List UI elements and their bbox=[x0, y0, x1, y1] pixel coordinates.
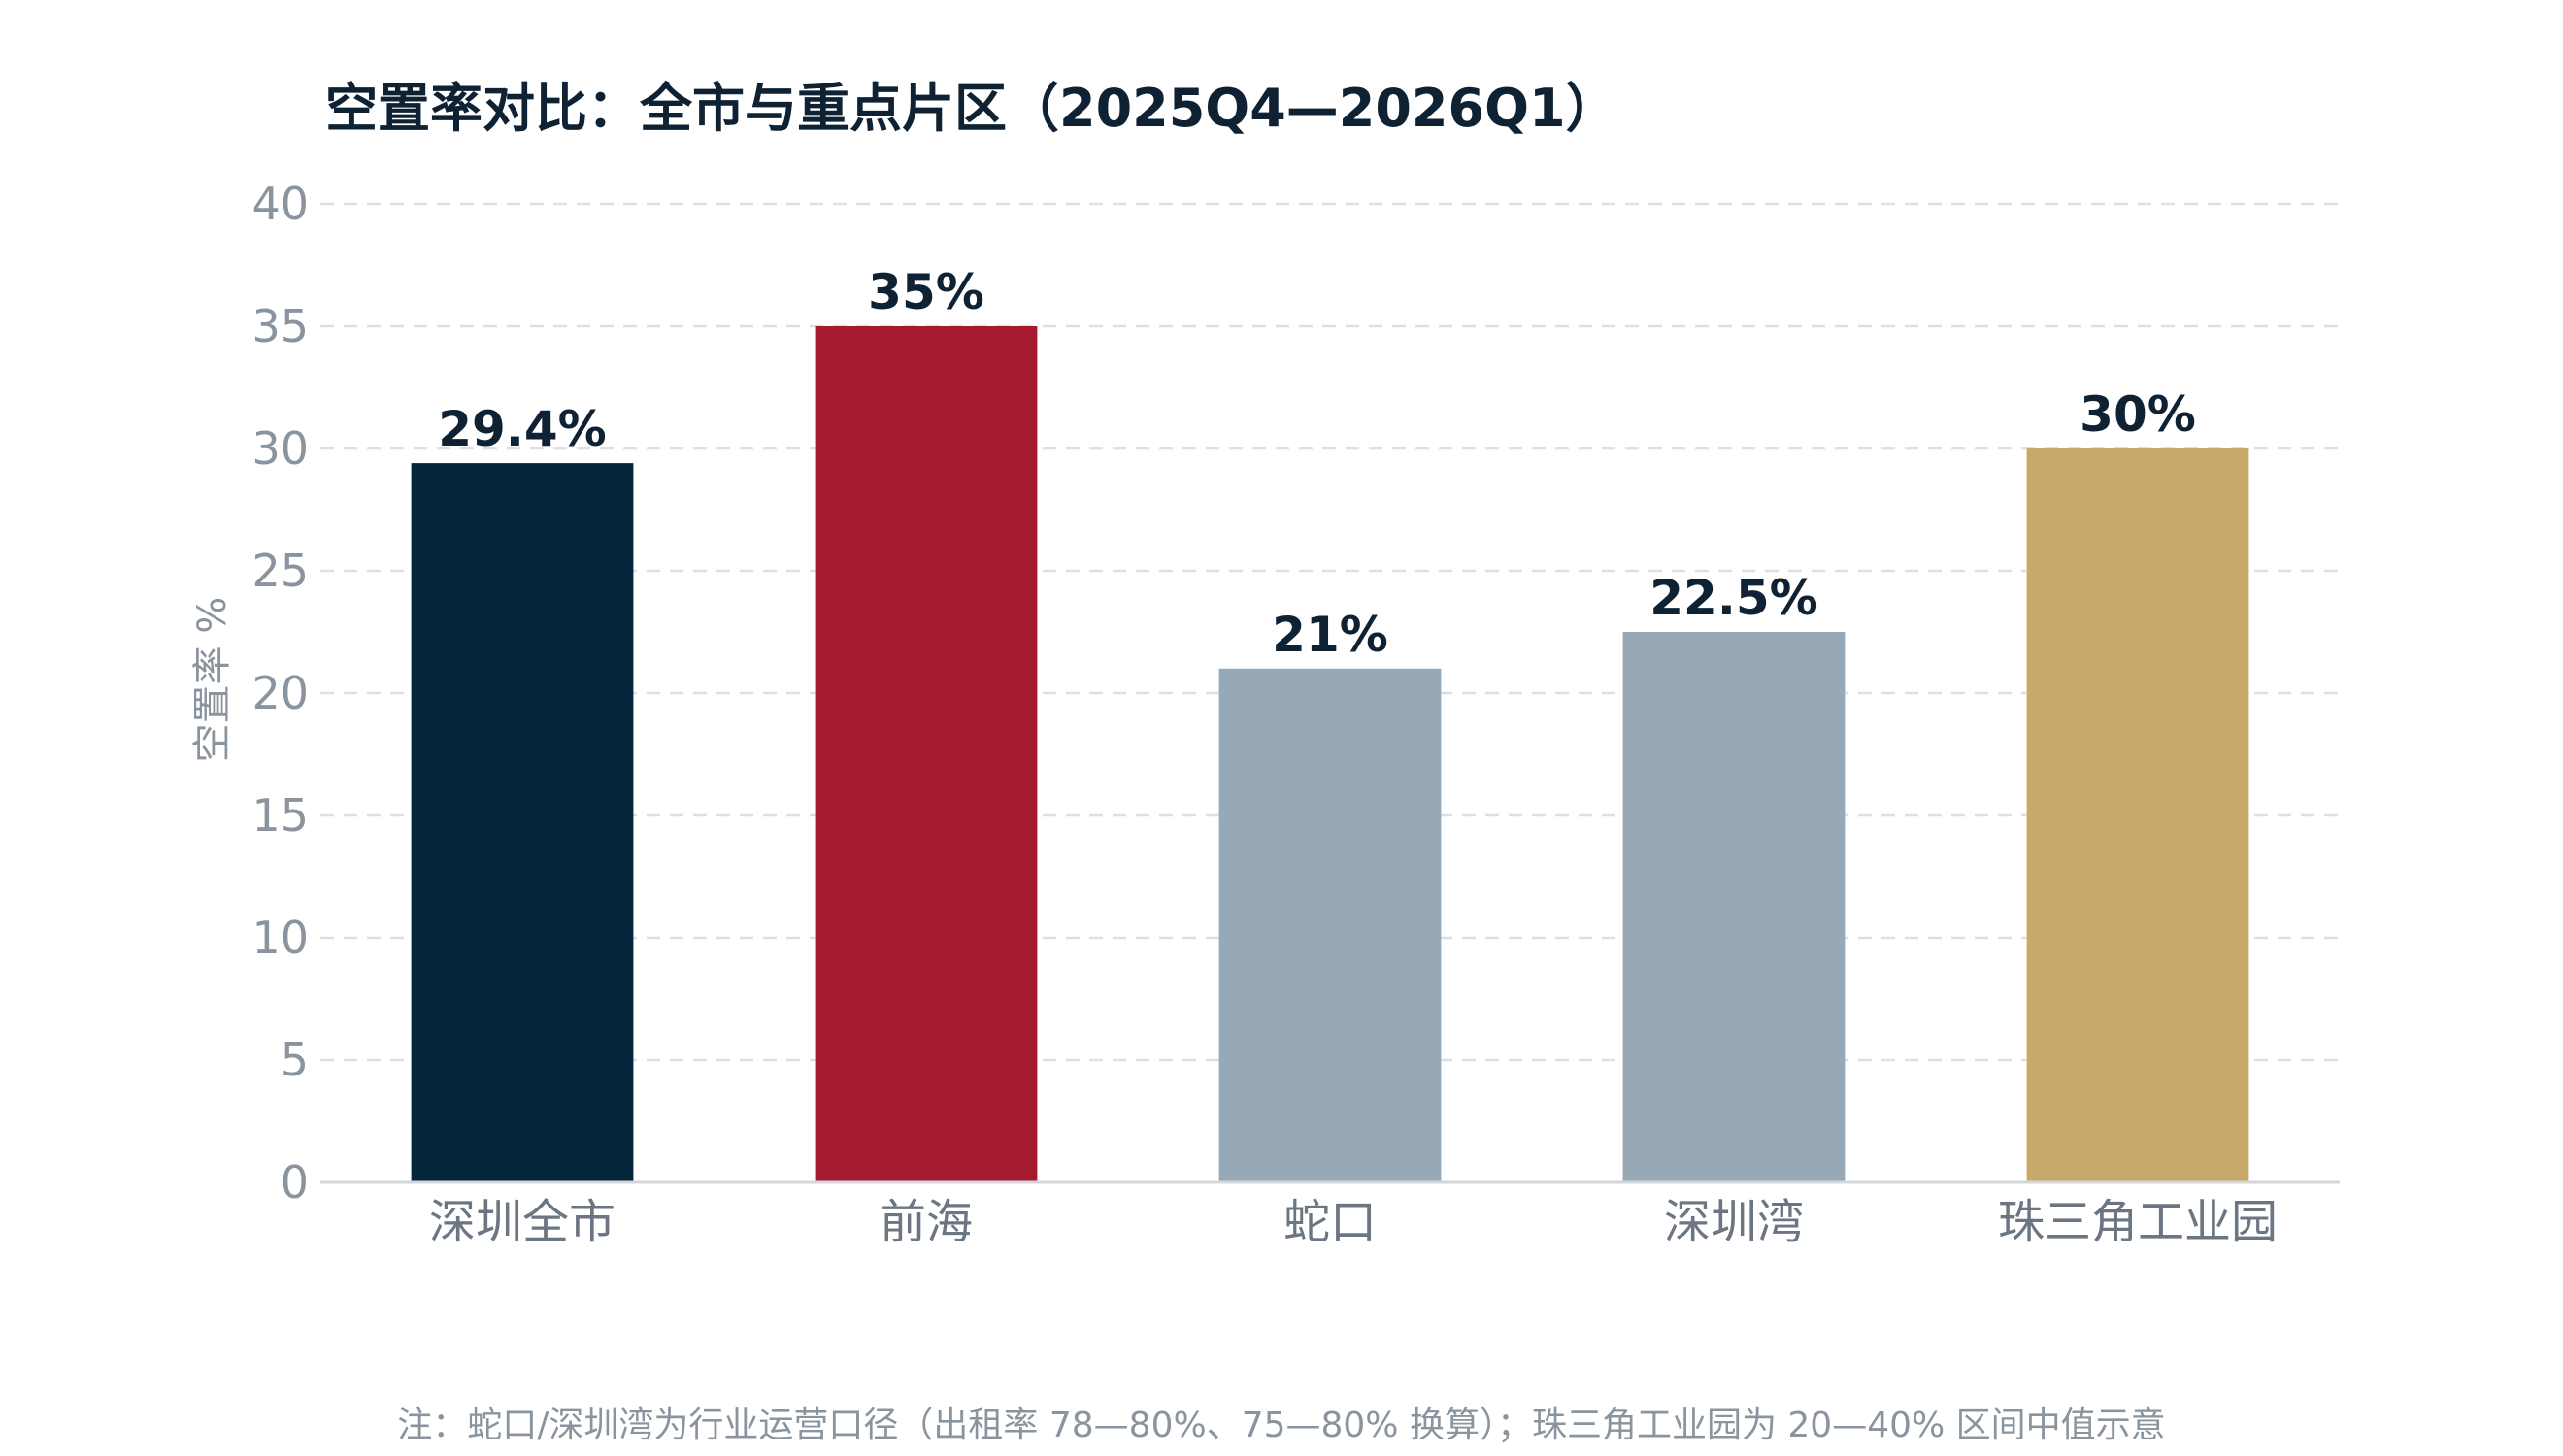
bar-value-label: 35% bbox=[868, 264, 984, 320]
bars bbox=[411, 326, 2249, 1182]
bar bbox=[1218, 668, 1442, 1182]
bar bbox=[411, 463, 634, 1182]
x-category-label: 前海 bbox=[880, 1195, 973, 1249]
y-tick-label: 0 bbox=[281, 1156, 309, 1208]
bar-value-label: 22.5% bbox=[1649, 570, 1817, 626]
x-category-label: 蛇口 bbox=[1283, 1195, 1377, 1249]
y-tick-label: 10 bbox=[251, 911, 309, 964]
y-tick-label: 25 bbox=[251, 545, 309, 597]
bar-value-label: 21% bbox=[1272, 607, 1388, 663]
chart-title: 空置率对比：全市与重点片区（2025Q4—2026Q1） bbox=[325, 78, 1618, 139]
y-tick-label: 40 bbox=[251, 178, 309, 230]
value-labels: 29.4% 35% 21% 22.5% 30% bbox=[438, 264, 2196, 663]
y-tick-label: 15 bbox=[251, 789, 309, 842]
y-axis-label: 空置率 % bbox=[190, 597, 235, 763]
x-category-label: 深圳全市 bbox=[429, 1195, 616, 1249]
bar bbox=[2026, 448, 2249, 1182]
bar bbox=[815, 326, 1038, 1182]
y-tick-label: 20 bbox=[251, 667, 309, 719]
x-category-label: 深圳湾 bbox=[1664, 1195, 1804, 1249]
chart-note: 注：蛇口/深圳湾为行业运营口径（出租率 78—80%、75—80% 换算）；珠三… bbox=[397, 1406, 2165, 1445]
y-tick-label: 35 bbox=[251, 300, 309, 352]
bar bbox=[1622, 632, 1846, 1182]
y-tick-label: 30 bbox=[251, 422, 309, 475]
x-axis-categories: 深圳全市 前海 蛇口 深圳湾 珠三角工业园 bbox=[429, 1195, 2278, 1249]
bar-value-label: 29.4% bbox=[438, 401, 606, 457]
y-axis-ticks: 0 5 10 15 20 25 30 35 40 bbox=[251, 178, 309, 1208]
bar-value-label: 30% bbox=[2080, 386, 2196, 443]
y-tick-label: 5 bbox=[281, 1034, 309, 1086]
x-category-label: 珠三角工业园 bbox=[1998, 1195, 2278, 1249]
